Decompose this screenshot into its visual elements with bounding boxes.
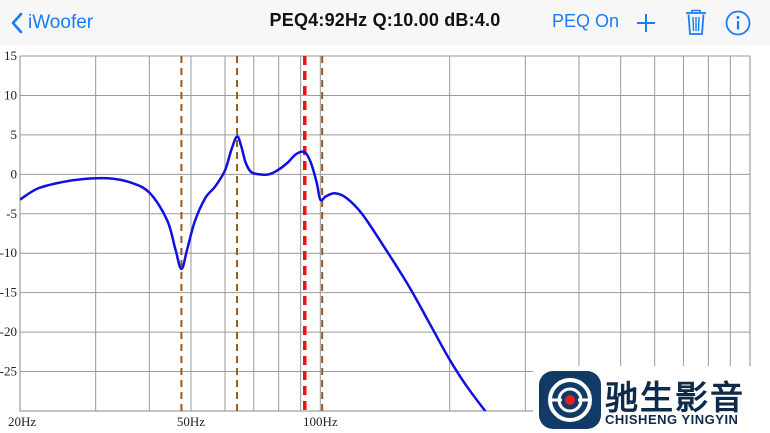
response-series <box>20 135 487 411</box>
eq-response-chart[interactable]: 15 10 5 0 -5 -10 -15 -20 -25 20Hz 50Hz 100Hz <box>0 46 770 433</box>
back-button-label: iWoofer <box>28 12 94 33</box>
trash-icon <box>686 9 706 35</box>
y-tick-label: -15 <box>0 285 17 300</box>
y-tick-label: 15 <box>4 48 17 63</box>
chisheng-logo-icon <box>539 371 601 429</box>
chart-grid <box>19 55 751 412</box>
x-tick-label: 50Hz <box>177 414 205 429</box>
x-tick-label: 100Hz <box>303 414 338 429</box>
plot-frame <box>19 55 751 412</box>
y-tick-label: 0 <box>11 166 18 181</box>
back-button[interactable]: iWoofer <box>10 10 93 36</box>
y-tick-label: 10 <box>4 87 17 102</box>
delete-filter-button[interactable] <box>684 8 708 36</box>
info-button[interactable] <box>725 10 751 36</box>
y-axis-ticks: 15 10 5 0 -5 -10 -15 -20 -25 <box>0 48 17 379</box>
watermark-text-en: CHISHENG YINGYIN <box>605 412 739 427</box>
y-tick-label: -25 <box>0 364 17 379</box>
response-curve <box>20 135 487 411</box>
chevron-left-icon <box>11 12 23 34</box>
y-tick-label: -10 <box>0 245 17 260</box>
add-filter-button[interactable] <box>634 11 658 35</box>
watermark-text-cn: 驰生影音 <box>605 378 745 417</box>
info-icon <box>725 10 751 36</box>
page-title: PEQ4:92Hz Q:10.00 dB:4.0 <box>269 10 501 30</box>
y-tick-label: -20 <box>0 324 17 339</box>
plus-icon <box>637 14 655 32</box>
navigation-bar: iWoofer PEQ4:92Hz Q:10.00 dB:4.0 PEQ On <box>0 0 770 46</box>
y-tick-label: 5 <box>11 127 18 142</box>
y-tick-label: -5 <box>6 206 17 221</box>
watermark-logo: 驰生影音 CHISHENG YINGYIN <box>533 366 770 433</box>
peq-toggle-button[interactable]: PEQ On <box>552 11 620 31</box>
x-tick-label: 20Hz <box>8 414 36 429</box>
x-axis-ticks: 20Hz 50Hz 100Hz <box>8 414 338 429</box>
